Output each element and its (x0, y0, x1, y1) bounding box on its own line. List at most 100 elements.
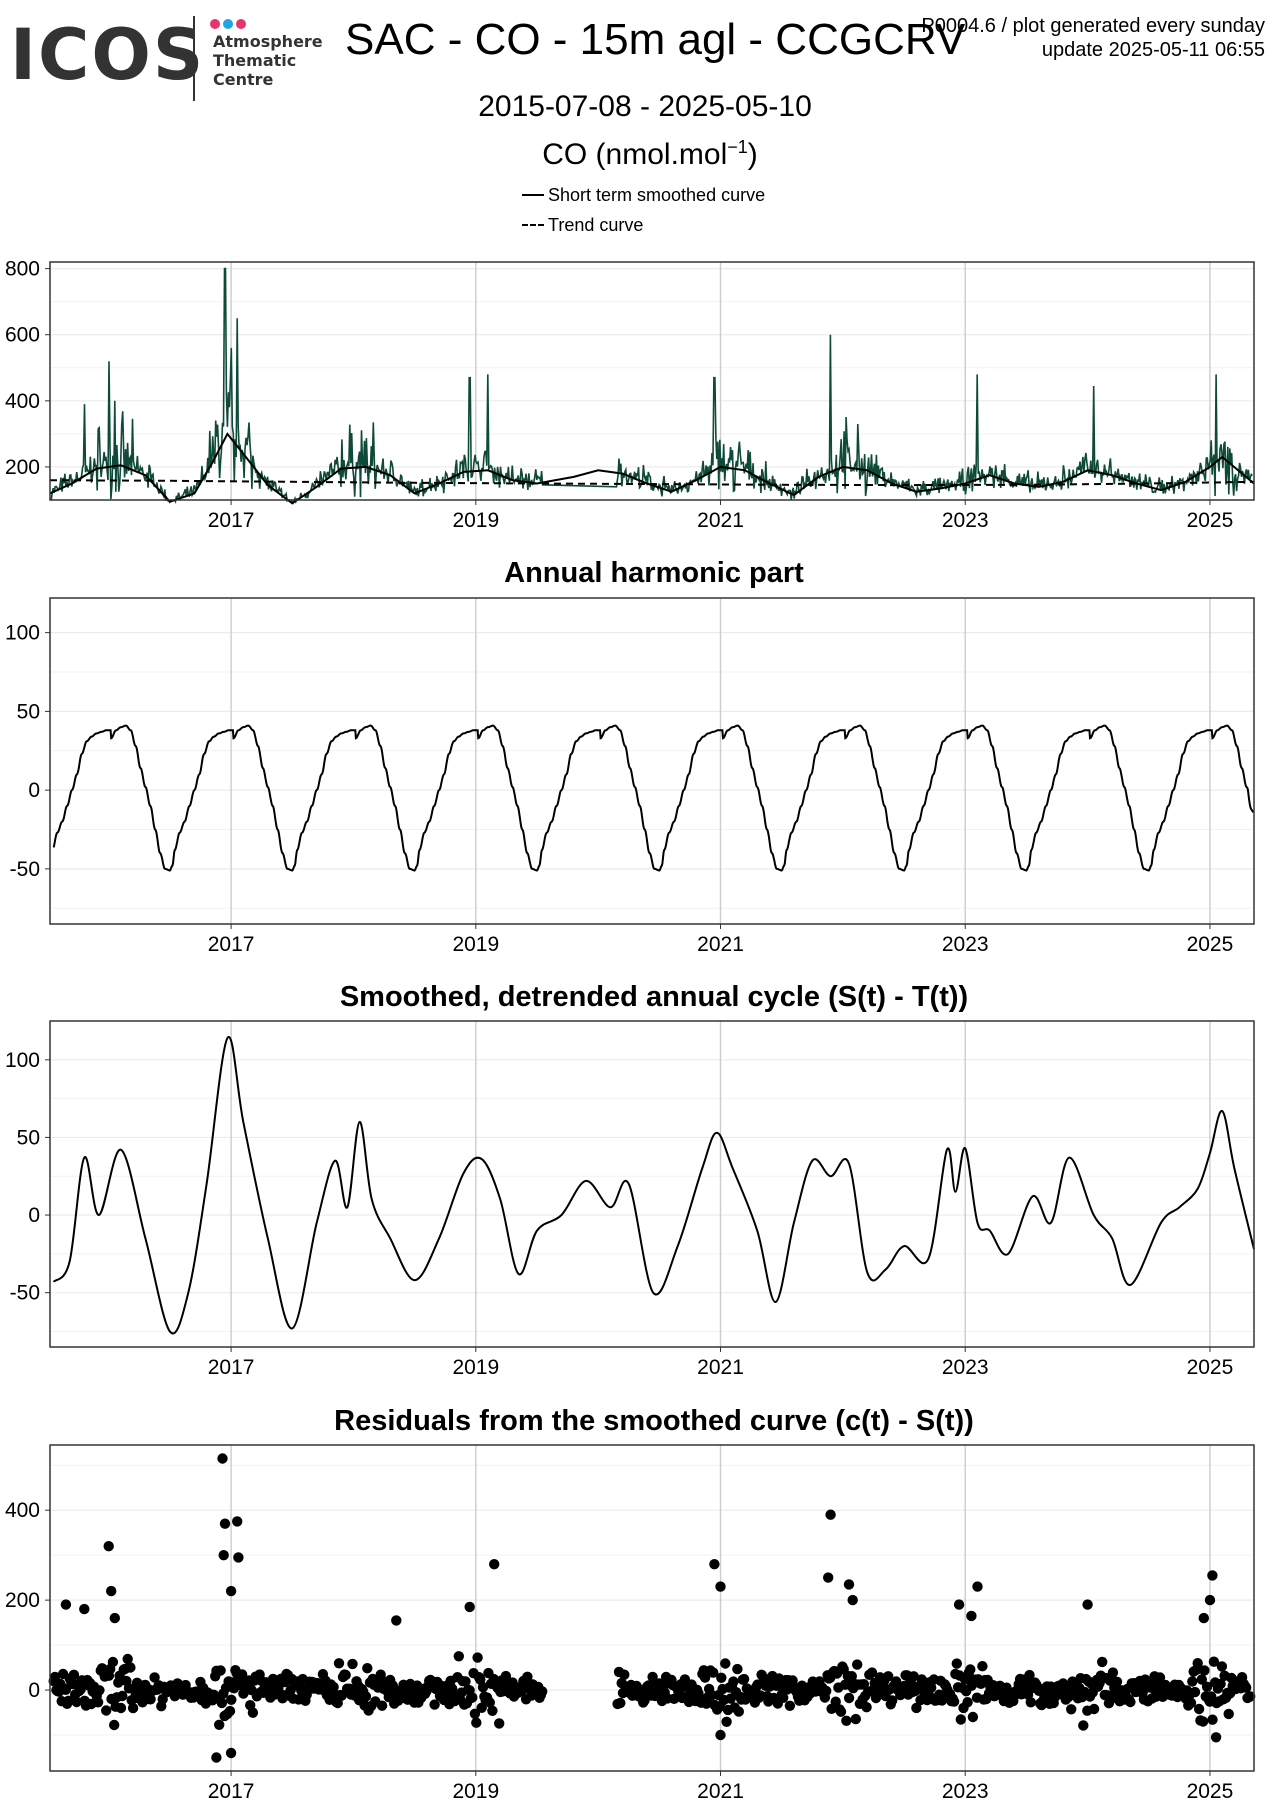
residual-point (328, 1681, 339, 1693)
residual-point (494, 1718, 505, 1729)
residual-point (962, 1697, 973, 1708)
logo-sub-line: Thematic (213, 51, 297, 70)
residual-point (216, 1697, 228, 1709)
residual-point (1215, 1678, 1226, 1690)
x-tick-label: 2019 (452, 509, 499, 532)
logo-sub-line: Centre (213, 70, 274, 89)
legend-dashed-swatch (522, 224, 544, 226)
residual-point (720, 1658, 731, 1669)
residual-point (340, 1669, 351, 1681)
smoothed-curve-line (49, 432, 1255, 505)
x-tick-label: 2019 (452, 1780, 499, 1800)
y-tick-label: 400 (5, 1499, 40, 1522)
residual-point (953, 1599, 965, 1610)
residual-point (101, 1705, 112, 1716)
residual-point (225, 1585, 237, 1597)
residual-point (1185, 1697, 1197, 1709)
residual-point (1207, 1570, 1218, 1581)
y-tick-label: 0 (28, 1204, 40, 1227)
residual-point (843, 1692, 855, 1704)
residual-point (94, 1685, 105, 1696)
residual-point (1210, 1732, 1222, 1743)
residual-point (215, 1665, 226, 1676)
plot-meta: P0004.6 / plot generated every sunday up… (921, 14, 1265, 62)
residual-point (926, 1682, 937, 1693)
meta-update: update 2025-05-11 06:55 (1041, 39, 1265, 61)
x-tick-label: 2025 (1187, 933, 1234, 956)
logo-wordmark: ICOS (10, 14, 206, 96)
residual-point (122, 1653, 133, 1665)
residual-point (1097, 1656, 1108, 1668)
x-tick-label: 2025 (1187, 1780, 1234, 1800)
unit-exponent: −1 (727, 137, 748, 157)
x-tick-label: 2017 (208, 1356, 255, 1379)
residual-point (360, 1691, 372, 1702)
annual-harmonic-line (52, 724, 1255, 872)
residual-point (1226, 1672, 1237, 1684)
x-tick-label: 2017 (208, 933, 255, 956)
panel-frame (49, 597, 1255, 925)
detrended-cycle-line (52, 1035, 1255, 1335)
residual-point (109, 1612, 121, 1624)
y-tick-label: 50 (17, 1126, 40, 1149)
residual-point (883, 1671, 894, 1682)
logo-subtitle: Atmosphere Thematic Centre (213, 32, 323, 89)
date-range: 2015-07-08 - 2025-05-10 (478, 90, 812, 123)
x-tick-label: 2021 (697, 1780, 744, 1800)
residual-point (1204, 1594, 1216, 1606)
residual-point (668, 1693, 680, 1705)
residual-point (467, 1692, 478, 1703)
residual-point (1078, 1720, 1089, 1731)
residual-point (92, 1697, 104, 1708)
residual-point (233, 1552, 244, 1563)
residual-point (103, 1541, 114, 1552)
residual-point (63, 1695, 74, 1707)
y-tick-label: 600 (5, 324, 40, 347)
residual-point (1193, 1703, 1205, 1715)
residual-point (951, 1658, 962, 1669)
residual-point (615, 1697, 626, 1709)
y-tick-label: 400 (5, 390, 40, 413)
meta-generated: P0004.6 / plot generated every sunday (921, 15, 1265, 37)
x-tick-label: 2023 (942, 1780, 989, 1800)
residual-point (471, 1717, 482, 1728)
residual-point (619, 1669, 630, 1680)
legend-item-trend: Trend curve (522, 210, 765, 240)
residual-point (715, 1729, 726, 1741)
y-tick-label: 100 (5, 622, 40, 645)
icos-logo: ICOS Atmosphere Thematic Centre (10, 12, 323, 107)
residual-point (1199, 1665, 1210, 1676)
logo-sub-line: Atmosphere (213, 32, 323, 51)
residual-point (825, 1509, 836, 1520)
residual-point (1082, 1599, 1093, 1610)
residual-point (333, 1658, 345, 1669)
residual-point (861, 1702, 872, 1713)
residual-point (1197, 1716, 1209, 1727)
residual-point (347, 1658, 358, 1670)
residual-point (477, 1682, 489, 1693)
residual-point (709, 1559, 720, 1570)
residual-point (1066, 1704, 1077, 1715)
residual-point (60, 1599, 72, 1610)
panel-frame (49, 1020, 1255, 1348)
panel-frame (49, 261, 1255, 501)
residual-point (708, 1667, 719, 1678)
x-tick-label: 2019 (452, 933, 499, 956)
residual-point (965, 1664, 976, 1675)
y-tick-label: 800 (5, 258, 40, 281)
residual-point (217, 1453, 228, 1464)
panel-title: Smoothed, detrended annual cycle (S(t) -… (340, 981, 968, 1013)
unit-text: CO (nmol.mol (542, 138, 728, 171)
residual-point (489, 1559, 500, 1570)
residual-point (1187, 1676, 1198, 1687)
residual-point (484, 1697, 495, 1708)
residual-point (728, 1676, 739, 1687)
x-tick-label: 2019 (452, 1356, 499, 1379)
residual-point (966, 1610, 977, 1622)
x-tick-label: 2023 (942, 1356, 989, 1379)
residual-point (1216, 1661, 1228, 1672)
residual-point (71, 1696, 82, 1708)
residual-point (1208, 1656, 1220, 1667)
residual-point (487, 1705, 498, 1717)
